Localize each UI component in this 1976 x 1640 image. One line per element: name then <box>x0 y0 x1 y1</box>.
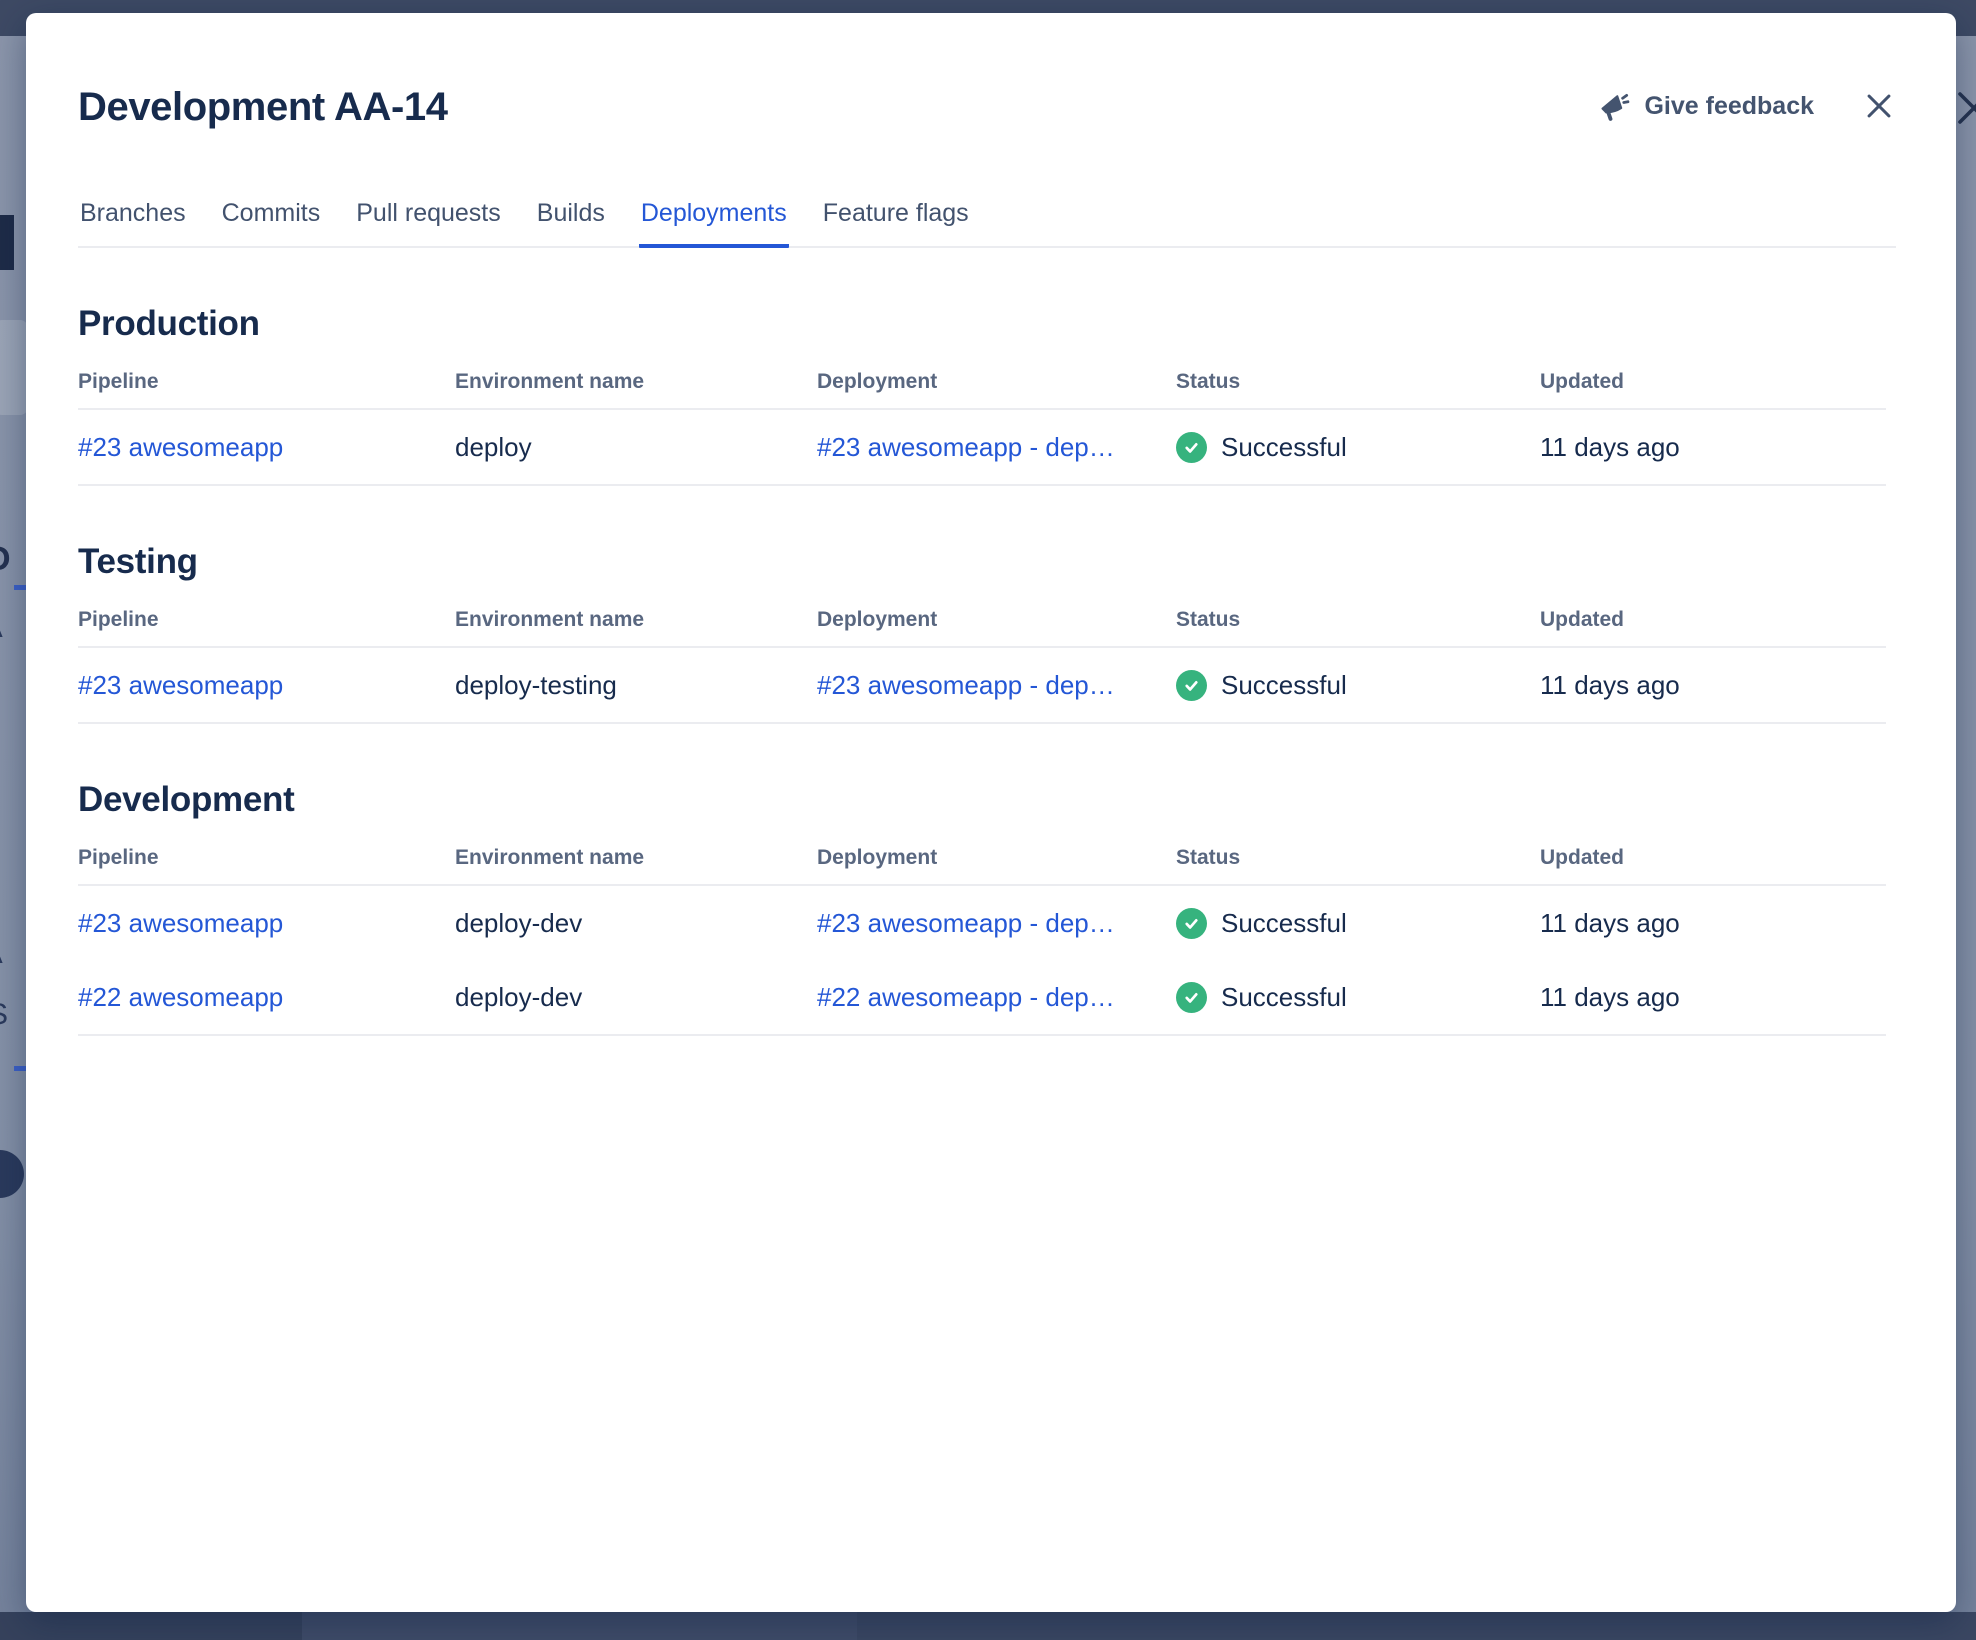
backdrop-fragment <box>0 215 14 270</box>
deployments-dialog: Development AA-14 Give feedback <box>26 13 1956 1612</box>
environment-name: deploy-dev <box>455 960 817 1036</box>
section-development: Development Pipeline Environment name De… <box>78 780 1896 1036</box>
updated-label: 11 days ago <box>1540 960 1886 1036</box>
backdrop-fragment-letter: D <box>0 540 11 579</box>
table-header-row: Pipeline Environment name Deployment Sta… <box>78 370 1886 410</box>
table-row: #23 awesomeapp deploy-dev #23 awesomeapp… <box>78 886 1886 960</box>
status-label: Successful <box>1221 907 1347 938</box>
environment-name: deploy-testing <box>455 648 817 724</box>
column-header-status: Status <box>1176 846 1540 886</box>
status-label: Successful <box>1221 431 1347 462</box>
status-label: Successful <box>1221 669 1347 700</box>
column-header-environment: Environment name <box>455 370 817 410</box>
updated-label: 11 days ago <box>1540 648 1886 724</box>
tab-branches[interactable]: Branches <box>78 199 188 248</box>
section-testing: Testing Pipeline Environment name Deploy… <box>78 542 1896 724</box>
column-header-status: Status <box>1176 370 1540 410</box>
pipeline-link[interactable]: #23 awesomeapp <box>78 669 284 700</box>
updated-label: 11 days ago <box>1540 410 1886 486</box>
section-title: Production <box>78 304 260 343</box>
column-header-deployment: Deployment <box>817 370 1176 410</box>
megaphone-icon <box>1599 91 1630 122</box>
dialog-header: Development AA-14 Give feedback <box>78 75 1896 131</box>
deployment-link[interactable]: #23 awesomeapp - dep… <box>817 431 1115 462</box>
column-header-updated: Updated <box>1540 608 1886 648</box>
backdrop-fragment <box>14 1066 26 1071</box>
table-header-row: Pipeline Environment name Deployment Sta… <box>78 608 1886 648</box>
tab-pull-requests[interactable]: Pull requests <box>354 199 503 248</box>
backdrop-close-icon <box>1950 84 1976 132</box>
deployment-link[interactable]: #22 awesomeapp - dep… <box>817 981 1115 1012</box>
pipeline-link[interactable]: #22 awesomeapp <box>78 981 284 1012</box>
success-check-icon <box>1176 981 1207 1013</box>
pipeline-link[interactable]: #23 awesomeapp <box>78 431 284 462</box>
close-icon[interactable] <box>1862 89 1896 123</box>
deployment-link[interactable]: #23 awesomeapp - dep… <box>817 907 1115 938</box>
backdrop-fragment-letter: S <box>0 998 8 1032</box>
environment-name: deploy <box>455 410 817 486</box>
pipeline-link[interactable]: #23 awesomeapp <box>78 907 284 938</box>
backdrop-fragment <box>14 585 26 590</box>
backdrop-fragment-button <box>0 320 28 415</box>
give-feedback-button[interactable]: Give feedback <box>1599 91 1814 122</box>
column-header-deployment: Deployment <box>817 608 1176 648</box>
column-header-updated: Updated <box>1540 370 1886 410</box>
column-header-environment: Environment name <box>455 846 817 886</box>
table-row: #22 awesomeapp deploy-dev #22 awesomeapp… <box>78 960 1886 1036</box>
backdrop-bottom-block <box>0 1612 302 1640</box>
section-production: Production Pipeline Environment name Dep… <box>78 304 1896 486</box>
column-header-status: Status <box>1176 608 1540 648</box>
tab-commits[interactable]: Commits <box>220 199 323 248</box>
backdrop-fragment-letter: A <box>0 612 3 644</box>
environment-name: deploy-dev <box>455 907 583 938</box>
tab-deployments[interactable]: Deployments <box>638 199 789 248</box>
success-check-icon <box>1176 431 1207 463</box>
backdrop-bottom-block <box>302 1612 857 1640</box>
backdrop-bottom-block <box>857 1612 1976 1640</box>
give-feedback-label: Give feedback <box>1644 91 1814 120</box>
section-title: Development <box>78 780 295 819</box>
success-check-icon <box>1176 907 1207 939</box>
dialog-tabs: Branches Commits Pull requests Builds De… <box>78 199 1896 248</box>
column-header-pipeline: Pipeline <box>78 846 455 886</box>
column-header-environment: Environment name <box>455 608 817 648</box>
table-row: #23 awesomeapp deploy #23 awesomeapp - d… <box>78 410 1886 486</box>
status-label: Successful <box>1221 981 1347 1012</box>
table-header-row: Pipeline Environment name Deployment Sta… <box>78 846 1886 886</box>
updated-label: 11 days ago <box>1540 907 1680 938</box>
column-header-pipeline: Pipeline <box>78 608 455 648</box>
table-row: #23 awesomeapp deploy-testing #23 awesom… <box>78 648 1886 724</box>
column-header-pipeline: Pipeline <box>78 370 455 410</box>
column-header-deployment: Deployment <box>817 846 1176 886</box>
success-check-icon <box>1176 669 1207 701</box>
deployment-link[interactable]: #23 awesomeapp - dep… <box>817 669 1115 700</box>
section-title: Testing <box>78 542 198 581</box>
tab-feature-flags[interactable]: Feature flags <box>821 199 971 248</box>
dialog-title: Development AA-14 <box>78 85 448 129</box>
column-header-updated: Updated <box>1540 846 1886 886</box>
tab-builds[interactable]: Builds <box>535 199 607 248</box>
backdrop-fragment-letter: A <box>0 938 3 970</box>
